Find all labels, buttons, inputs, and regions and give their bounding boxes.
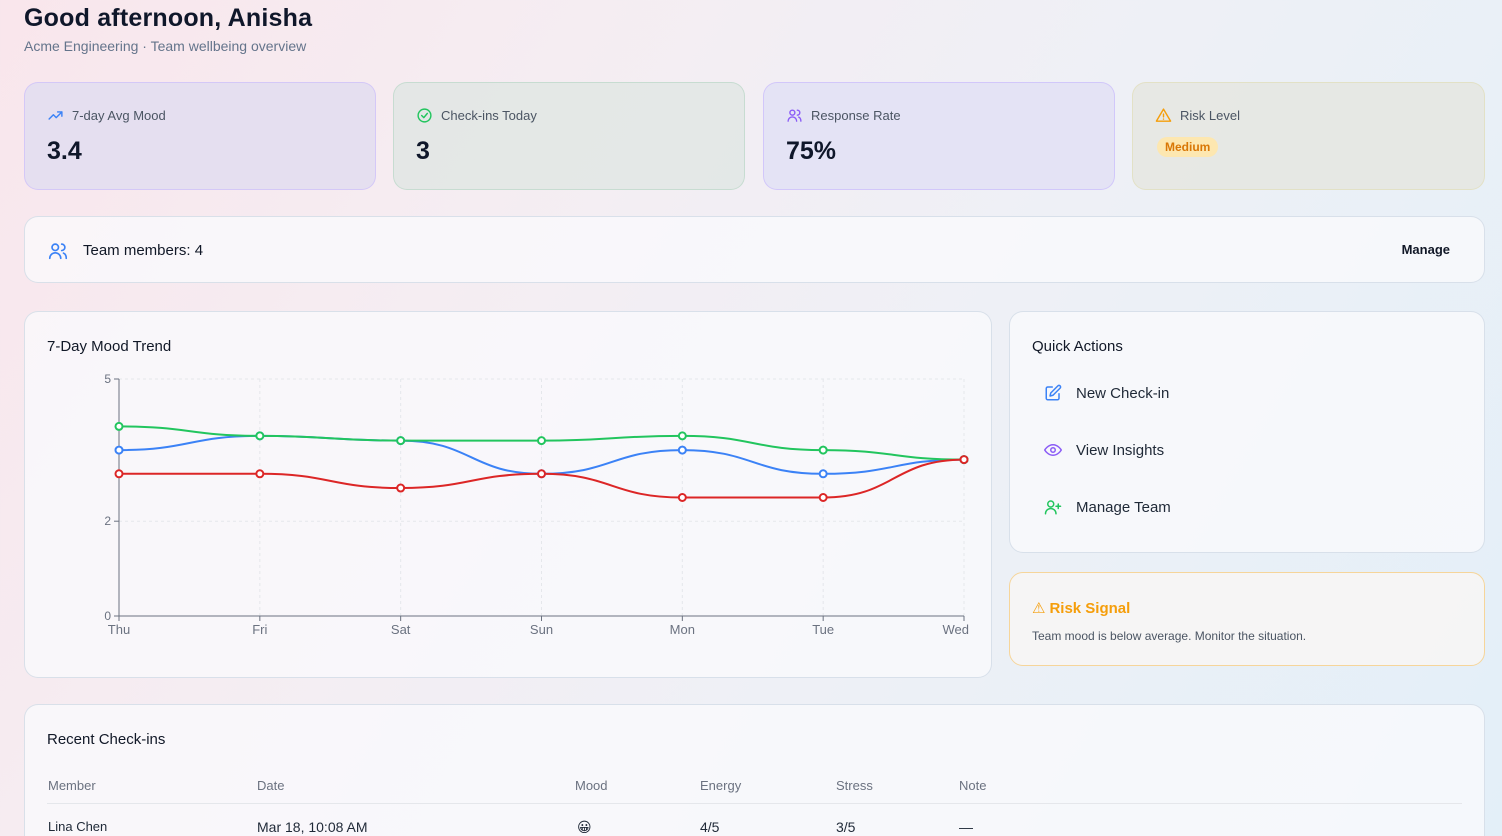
- action-label: Manage Team: [1076, 498, 1171, 516]
- eye-icon: [1044, 444, 1062, 456]
- recent-checkins-card: Recent Check-ins Member Date Mood Energy…: [24, 704, 1485, 836]
- column-header-stress: Stress: [836, 778, 873, 793]
- stat-label: Response Rate: [811, 108, 901, 123]
- data-point-red: [396, 483, 406, 493]
- data-point-red: [537, 469, 546, 479]
- risk-signal-title-text: Risk Signal: [1049, 599, 1131, 617]
- quick-actions-title: Quick Actions: [1032, 338, 1123, 355]
- column-header-note: Note: [959, 778, 987, 793]
- y-tick-label: 2: [104, 514, 111, 528]
- data-point-blue: [818, 469, 828, 479]
- action-label: View Insights: [1076, 441, 1165, 459]
- cell-mood: 😀: [577, 819, 592, 835]
- stat-value: 3.4: [47, 137, 82, 165]
- data-point-green: [537, 436, 546, 446]
- stat-value: 3: [416, 137, 430, 165]
- x-tick-label: Wed: [943, 622, 970, 637]
- cell-energy: 4/5: [700, 819, 720, 835]
- user-plus-icon: [1044, 500, 1062, 515]
- column-header-energy: Energy: [700, 778, 742, 793]
- stat-card-response-rate: Response Rate 75%: [763, 82, 1115, 190]
- stat-value: 75%: [786, 137, 837, 165]
- x-tick-label: Sat: [391, 622, 411, 637]
- stat-card-checkins: Check-ins Today 3: [393, 82, 745, 190]
- column-header-member: Member: [48, 778, 96, 793]
- warning-icon: ⚠: [1032, 600, 1046, 617]
- data-point-green: [114, 421, 124, 431]
- x-tick-label: Sun: [530, 622, 553, 637]
- manage-team-button[interactable]: Manage: [1401, 242, 1450, 257]
- warning-icon: [1155, 108, 1172, 122]
- data-point-green: [818, 445, 828, 455]
- action-label: New Check-in: [1076, 384, 1170, 402]
- x-tick-label: Mon: [670, 622, 695, 637]
- greeting-title: Good afternoon, Anisha: [24, 4, 313, 32]
- data-point-green: [396, 436, 406, 446]
- cell-member: Lina Chen: [48, 819, 108, 834]
- new-checkin-action[interactable]: New Check-in: [1044, 384, 1169, 402]
- manage-team-action[interactable]: Manage Team: [1044, 498, 1171, 516]
- check-circle-icon: [417, 108, 432, 123]
- y-tick-label: 0: [104, 609, 111, 623]
- x-tick-label: Fri: [252, 622, 267, 637]
- data-point-red: [114, 469, 124, 479]
- stat-card-avg-mood: 7-day Avg Mood 3.4: [24, 82, 376, 190]
- quick-actions-card: Quick Actions New Check-in View Insights…: [1009, 311, 1485, 553]
- cell-note: —: [959, 819, 973, 835]
- stat-card-risk-level: Risk Level Medium: [1132, 82, 1485, 190]
- x-tick-label: Tue: [812, 622, 834, 637]
- mood-trend-card: 7-Day Mood Trend 0 2 5 Thu Fri Sat Sun Mon Tue We…: [24, 311, 992, 678]
- stat-label: Risk Level: [1180, 108, 1240, 123]
- column-header-mood: Mood: [575, 778, 608, 793]
- cell-date: Mar 18, 10:08 AM: [257, 819, 368, 835]
- mood-trend-chart: 0 2 5 Thu Fri Sat Sun Mon Tue Wed: [104, 372, 970, 637]
- data-point-red: [959, 455, 969, 465]
- data-point-green: [255, 431, 265, 441]
- cell-stress: 3/5: [836, 819, 856, 835]
- data-point-green: [677, 431, 687, 441]
- risk-signal-card: ⚠ Risk Signal Team mood is below average…: [1009, 572, 1485, 666]
- data-point-blue: [677, 445, 687, 455]
- trending-up-icon: [48, 111, 63, 120]
- recent-checkins-title: Recent Check-ins: [47, 731, 166, 748]
- table-header-divider: [47, 803, 1462, 804]
- data-point-red: [677, 493, 687, 502]
- column-header-date: Date: [257, 778, 285, 793]
- stat-label: Check-ins Today: [441, 108, 537, 123]
- risk-level-badge: Medium: [1157, 137, 1219, 157]
- team-members-count: Team members: 4: [83, 242, 204, 259]
- data-point-red: [818, 493, 828, 502]
- users-icon: [48, 243, 68, 260]
- team-members-bar: Team members: 4 Manage: [24, 216, 1485, 283]
- y-tick-label: 5: [104, 372, 111, 386]
- view-insights-action[interactable]: View Insights: [1044, 441, 1164, 459]
- data-point-blue: [114, 445, 124, 455]
- risk-signal-text: Team mood is below average. Monitor the …: [1032, 629, 1307, 643]
- risk-signal-title: ⚠ Risk Signal: [1032, 599, 1131, 618]
- edit-icon: [1045, 384, 1062, 401]
- x-tick-label: Thu: [108, 622, 130, 637]
- users-icon: [787, 109, 802, 122]
- data-point-red: [255, 469, 265, 479]
- page-subtitle: Acme Engineering · Team wellbeing overvi…: [24, 38, 307, 54]
- stat-label: 7-day Avg Mood: [72, 108, 166, 123]
- chart-title: 7-Day Mood Trend: [47, 338, 172, 355]
